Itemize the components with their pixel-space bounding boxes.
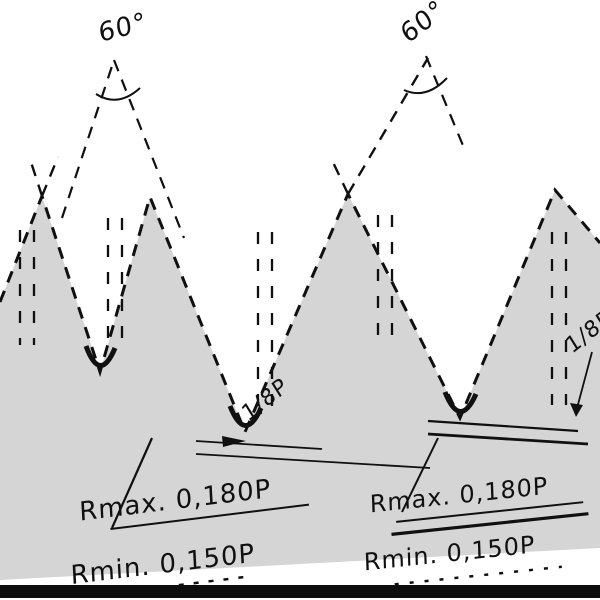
extension-line-pairs	[18, 215, 568, 420]
annotation-rule	[110, 503, 310, 530]
root-radius-arc	[227, 405, 264, 428]
root-radius-arc	[442, 391, 479, 414]
dimension-arrow	[222, 436, 246, 447]
angle-leg-left-a	[60, 59, 116, 219]
annotation-dashed-rule	[104, 575, 248, 596]
thread-profile-outline	[0, 187, 600, 436]
angle-arc-right	[403, 77, 448, 94]
root-radius-arc	[83, 345, 118, 368]
footer-bar	[0, 585, 600, 598]
annotation-rule	[396, 501, 584, 523]
crest-extension-lines	[27, 57, 430, 197]
root-radius-arcs	[83, 345, 479, 428]
angle-arc-left	[95, 87, 141, 101]
material-region	[0, 190, 600, 580]
leader-line-right	[401, 437, 439, 513]
angle-leg-left-b	[112, 59, 186, 239]
dimension-arrow	[570, 403, 583, 417]
angle-leg-right	[424, 55, 466, 149]
annotation-rule-bold	[391, 512, 589, 536]
leader-line-left	[110, 437, 154, 529]
